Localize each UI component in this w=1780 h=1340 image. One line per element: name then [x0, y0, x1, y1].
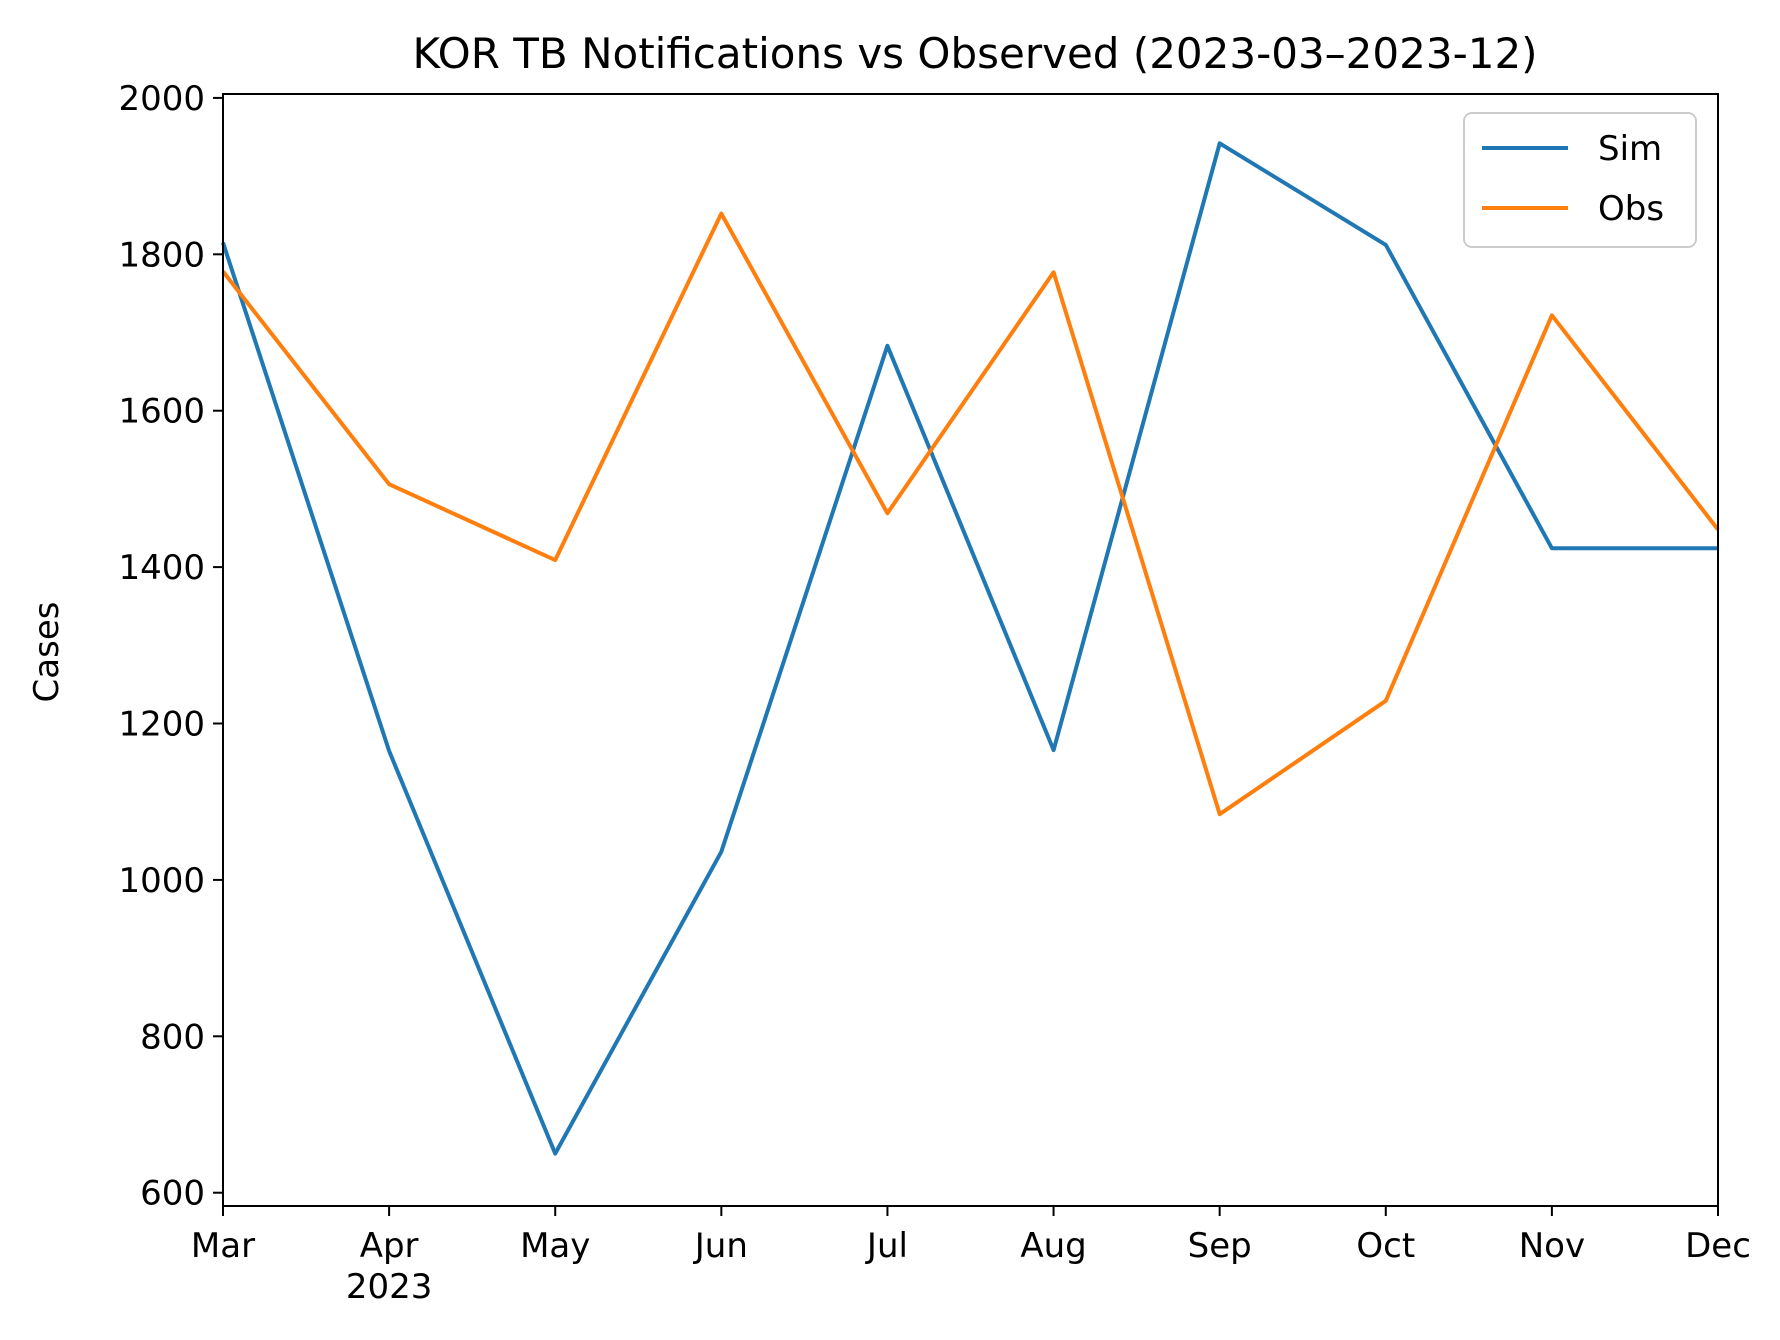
x-tick-label: Oct — [1356, 1226, 1415, 1266]
y-tick-label: 1200 — [118, 705, 205, 745]
x-tick-label: Dec — [1685, 1226, 1751, 1266]
y-tick-label: 2000 — [118, 79, 205, 119]
x-tick-label: Jul — [865, 1226, 908, 1266]
x-tick-label: Apr — [360, 1226, 419, 1266]
y-tick-label: 1600 — [118, 392, 205, 432]
x-axis-ticks: Mar Apr May Jun Jul Aug Sep Oct Nov Dec — [191, 1206, 1751, 1266]
y-tick-label: 600 — [140, 1174, 205, 1214]
legend-label-sim: Sim — [1598, 129, 1662, 169]
y-tick-label: 1800 — [118, 235, 205, 275]
y-axis-label: Cases — [27, 602, 67, 703]
legend: Sim Obs — [1463, 112, 1697, 248]
legend-label-obs: Obs — [1598, 189, 1664, 229]
y-tick-label: 800 — [140, 1017, 205, 1057]
x-tick-label: May — [520, 1226, 590, 1266]
x-tick-label: Mar — [191, 1226, 255, 1266]
series-line-sim — [221, 141, 1718, 1156]
chart-title: KOR TB Notifications vs Observed (2023-0… — [412, 29, 1537, 78]
plot-frame — [222, 93, 1719, 1207]
y-tick-label: 1000 — [118, 861, 205, 901]
x-tick-label: Jun — [693, 1226, 748, 1266]
y-axis-ticks: 600 800 1000 1200 1400 1600 1800 2000 — [118, 79, 223, 1214]
y-tick-label: 1400 — [118, 548, 205, 588]
x-tick-label: Nov — [1519, 1226, 1585, 1266]
x-axis-year-label: 2023 — [346, 1267, 433, 1307]
series-layer — [221, 141, 1720, 1156]
x-tick-label: Sep — [1188, 1226, 1252, 1266]
series-line-obs — [221, 211, 1720, 817]
x-tick-label: Aug — [1020, 1226, 1086, 1266]
